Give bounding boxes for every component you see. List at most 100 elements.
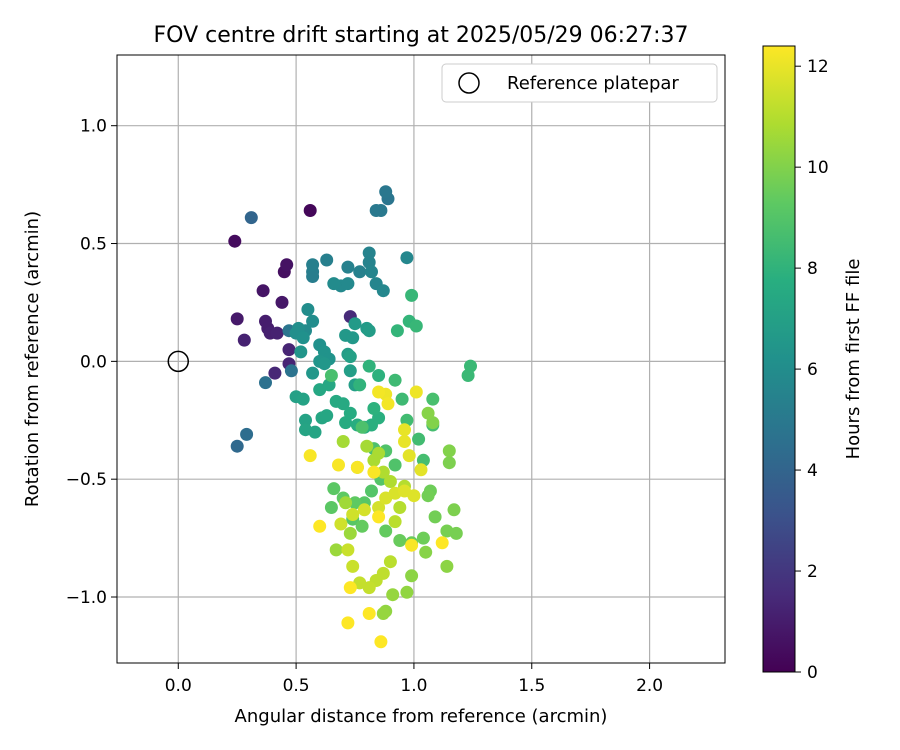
- data-point: [230, 439, 244, 453]
- data-point: [421, 489, 435, 503]
- data-point: [449, 526, 463, 540]
- data-point: [409, 319, 423, 333]
- data-point: [341, 616, 355, 630]
- data-point: [405, 288, 419, 302]
- data-point: [230, 312, 244, 326]
- data-point: [400, 251, 414, 265]
- data-point: [362, 607, 376, 620]
- data-point: [296, 392, 310, 406]
- data-point: [355, 519, 369, 533]
- data-point: [435, 536, 449, 550]
- data-point: [353, 265, 367, 279]
- data-point: [284, 364, 298, 378]
- data-point: [447, 503, 461, 517]
- data-point: [306, 258, 320, 272]
- data-point: [324, 369, 338, 382]
- data-point: [388, 373, 402, 387]
- data-point: [362, 359, 376, 373]
- colorbar-ticks: 0 2 4 6 8 10 12: [795, 57, 829, 683]
- data-point: [324, 501, 338, 514]
- colorbar-tick-label: 4: [807, 461, 818, 481]
- data-point: [428, 510, 442, 524]
- data-point: [367, 402, 381, 415]
- data-point: [329, 543, 343, 557]
- data-point: [357, 503, 371, 517]
- legend-reference-marker-icon: [458, 72, 480, 94]
- data-point: [372, 501, 386, 514]
- y-axis-label: Rotation from reference (arcmin): [22, 211, 43, 507]
- data-point: [336, 397, 350, 411]
- x-tick-label: 2.0: [636, 676, 663, 696]
- data-point: [350, 460, 364, 474]
- data-point: [390, 324, 404, 338]
- data-point: [412, 432, 426, 446]
- data-point: [313, 519, 327, 533]
- data-point: [442, 456, 456, 470]
- data-point: [379, 185, 393, 199]
- data-point: [353, 378, 367, 392]
- data-point: [386, 588, 400, 602]
- data-point: [355, 420, 369, 434]
- data-point: [414, 463, 428, 477]
- data-point: [416, 531, 430, 545]
- reference-platepar-marker: [167, 350, 190, 373]
- y-tick-label: −0.5: [66, 470, 107, 490]
- data-point: [275, 295, 289, 309]
- data-point: [348, 317, 362, 331]
- x-tick-label: 1.0: [400, 676, 427, 696]
- data-point: [372, 369, 386, 382]
- legend: Reference platepar: [441, 63, 718, 103]
- data-point: [306, 366, 320, 380]
- y-tick-label: −1.0: [66, 588, 107, 608]
- data-point: [383, 475, 397, 488]
- data-point: [400, 585, 414, 599]
- data-point: [268, 366, 282, 380]
- data-point: [339, 496, 353, 510]
- data-point: [393, 501, 407, 514]
- data-point: [343, 581, 357, 595]
- data-point: [306, 270, 320, 283]
- data-point: [374, 635, 388, 649]
- data-point: [341, 260, 355, 274]
- y-axis-ticks: 1.0 0.5 0.0 −0.5 −1.0: [66, 117, 117, 608]
- data-point: [376, 607, 390, 620]
- data-point: [381, 397, 395, 411]
- data-point: [244, 211, 258, 225]
- colorbar-tick-label: 0: [807, 663, 818, 683]
- data-point: [393, 534, 407, 547]
- data-point: [343, 364, 357, 378]
- data-point: [237, 333, 251, 347]
- data-point: [388, 515, 402, 529]
- data-point: [461, 369, 475, 382]
- data-point: [317, 357, 331, 371]
- y-tick-label: 1.0: [80, 117, 107, 137]
- data-point: [240, 427, 254, 441]
- x-tick-label: 0.0: [165, 676, 192, 696]
- data-point: [334, 517, 348, 531]
- plot-frame: [116, 54, 726, 664]
- data-point: [426, 392, 440, 406]
- data-point: [419, 545, 433, 559]
- x-axis-ticks: 0.0 0.5 1.0 1.5 2.0: [165, 663, 663, 696]
- colorbar-tick-label: 10: [807, 158, 829, 178]
- x-axis-label: Angular distance from reference (arcmin): [235, 706, 608, 727]
- data-point: [409, 385, 423, 399]
- y-tick-label: 0.0: [80, 352, 107, 372]
- data-point: [372, 510, 386, 524]
- data-point: [367, 465, 381, 479]
- data-point: [306, 314, 320, 328]
- data-point: [405, 569, 419, 583]
- data-point: [395, 392, 409, 406]
- reference-marker-group: [167, 350, 190, 373]
- data-point: [228, 234, 242, 248]
- data-point: [369, 204, 383, 217]
- data-point: [383, 555, 397, 569]
- data-point: [343, 350, 357, 364]
- data-point: [348, 496, 362, 510]
- data-point: [440, 559, 454, 573]
- data-point: [299, 413, 312, 427]
- data-points: [228, 185, 477, 649]
- data-point: [362, 324, 376, 338]
- data-point: [346, 559, 360, 573]
